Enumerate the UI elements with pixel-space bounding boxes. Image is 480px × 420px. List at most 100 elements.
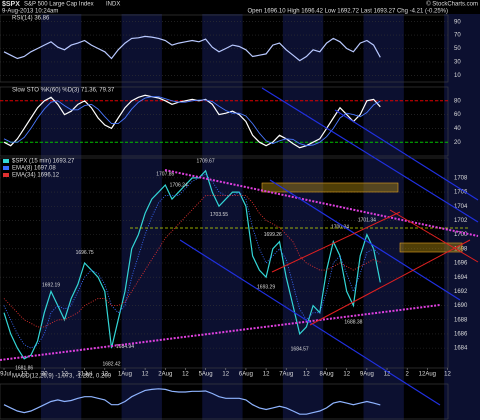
- y-tick-label: 1706: [454, 190, 468, 196]
- x-tick-label: 12Aug: [419, 372, 436, 378]
- date: 9-Aug-2013 10:24am: [2, 9, 58, 15]
- price-label: 1703.55: [210, 212, 228, 218]
- y-tick-label: 70: [454, 33, 461, 39]
- x-tick-label: 12: [222, 372, 229, 378]
- channel-line: [179, 239, 441, 406]
- x-tick-label: 8Aug: [320, 372, 334, 378]
- price-label: 1682.42: [102, 362, 120, 368]
- y-tick-label: 1704: [454, 204, 468, 210]
- y-tick-label: 1702: [454, 218, 468, 224]
- price-label: 1692.19: [42, 282, 60, 288]
- channel-line: [309, 239, 471, 326]
- series-line: [3, 169, 381, 360]
- series-line: [3, 173, 381, 349]
- panel-frame: [0, 383, 449, 420]
- x-tick-label: 12: [21, 372, 28, 378]
- trend-line: [164, 169, 479, 237]
- x-tick-label: 12: [101, 372, 108, 378]
- quote: Open 1696.10 High 1696.42 Low 1692.72 La…: [248, 9, 448, 15]
- x-tick-label: 2Aug: [158, 372, 172, 378]
- price-label: 1701.34: [358, 217, 376, 223]
- y-tick-label: 60: [454, 112, 461, 118]
- panel-title: Slow STO %K(60) %D(3) 71.36, 79.37: [12, 88, 115, 94]
- price-label: 1684.57: [291, 346, 309, 352]
- price-label: 1707.85: [156, 171, 174, 177]
- y-tick-label: 30: [454, 59, 461, 65]
- x-tick-label: 12: [444, 372, 451, 378]
- day-band: [363, 14, 404, 420]
- legend-entry: EMA(34) 1696.12: [12, 173, 60, 179]
- series-line: [3, 35, 381, 62]
- price-label: 1709.67: [197, 158, 215, 164]
- resistance-box: [399, 242, 463, 253]
- y-tick-label: 50: [454, 46, 461, 52]
- y-tick-label: 20: [454, 140, 461, 146]
- y-tick-label: 1694: [454, 275, 468, 281]
- y-tick-label: 80: [454, 98, 461, 104]
- y-tick-label: 1686: [454, 332, 468, 338]
- symbol: $SPX: [2, 1, 20, 8]
- x-tick-label: 12: [384, 372, 391, 378]
- x-tick-label: 30: [41, 372, 48, 378]
- channel-line: [334, 109, 479, 201]
- legend-swatch: [3, 173, 9, 177]
- x-tick-label: 12: [182, 372, 189, 378]
- x-tick-label: 12: [343, 372, 350, 378]
- x-tick-label: 7Aug: [279, 372, 293, 378]
- y-tick-label: 90: [454, 19, 461, 25]
- y-tick-label: 1692: [454, 289, 468, 295]
- day-band: [282, 14, 324, 420]
- panel-title: RSI(14) 36.86: [12, 16, 50, 22]
- price-label: 1700.34: [331, 225, 349, 231]
- price-label: 1681.86: [15, 366, 33, 372]
- price-label: 1684.94: [116, 344, 134, 350]
- y-tick-label: 1698: [454, 246, 468, 252]
- day-band: [40, 14, 82, 420]
- legend-swatch: [3, 166, 9, 170]
- resistance-box: [261, 182, 399, 193]
- channel-line: [261, 87, 479, 223]
- y-tick-label: 1688: [454, 317, 468, 323]
- day-band: [202, 14, 243, 420]
- price-label: 1706.24: [170, 183, 188, 189]
- y-tick-label: 1708: [454, 175, 468, 181]
- y-tick-label: 1690: [454, 303, 468, 309]
- credit: © StockCharts.com: [426, 1, 478, 8]
- index-name: S&P 500 Large Cap Index: [24, 2, 94, 8]
- trend-line: [0, 304, 441, 361]
- x-tick-label: 31Jul: [77, 372, 91, 378]
- x-tick-label: 2: [406, 372, 410, 378]
- series-line: [3, 388, 381, 415]
- series-line: [3, 96, 381, 147]
- x-tick-label: 12: [303, 372, 310, 378]
- series-line: [3, 195, 381, 328]
- legend-entry: $SPX (15 min) 1693.27: [12, 159, 75, 165]
- y-tick-label: 1684: [454, 346, 468, 352]
- x-tick-label: 12: [263, 372, 270, 378]
- x-tick-label: 29Jul: [0, 372, 11, 378]
- y-tick-label: 1696: [454, 261, 468, 267]
- x-tick-label: 5Aug: [199, 372, 213, 378]
- trend-lines: [0, 87, 479, 406]
- price-label: 1688.38: [344, 319, 362, 325]
- y-tick-label: 10: [454, 73, 461, 79]
- legend-swatch: [3, 159, 9, 163]
- x-tick-label: 12: [142, 372, 149, 378]
- x-tick-label: 12: [61, 372, 68, 378]
- price-label: 1696.75: [76, 250, 94, 256]
- day-band: [121, 14, 162, 420]
- legend-entry: EMA(8) 1697.08: [12, 166, 56, 172]
- exchange: INDX: [106, 2, 120, 8]
- channel-line: [271, 211, 401, 273]
- x-tick-label: 1Aug: [118, 372, 132, 378]
- panel-title: MACD(12,26,9) -1.073, -1.282, 0.209: [12, 374, 112, 380]
- series-line: [3, 94, 381, 149]
- x-tick-label: 9Aug: [360, 372, 374, 378]
- channel-line: [269, 179, 461, 301]
- y-tick-label: 40: [454, 126, 461, 132]
- panel-frame: [0, 86, 449, 157]
- day-band: [444, 14, 480, 420]
- price-label: 1699.26: [264, 232, 282, 238]
